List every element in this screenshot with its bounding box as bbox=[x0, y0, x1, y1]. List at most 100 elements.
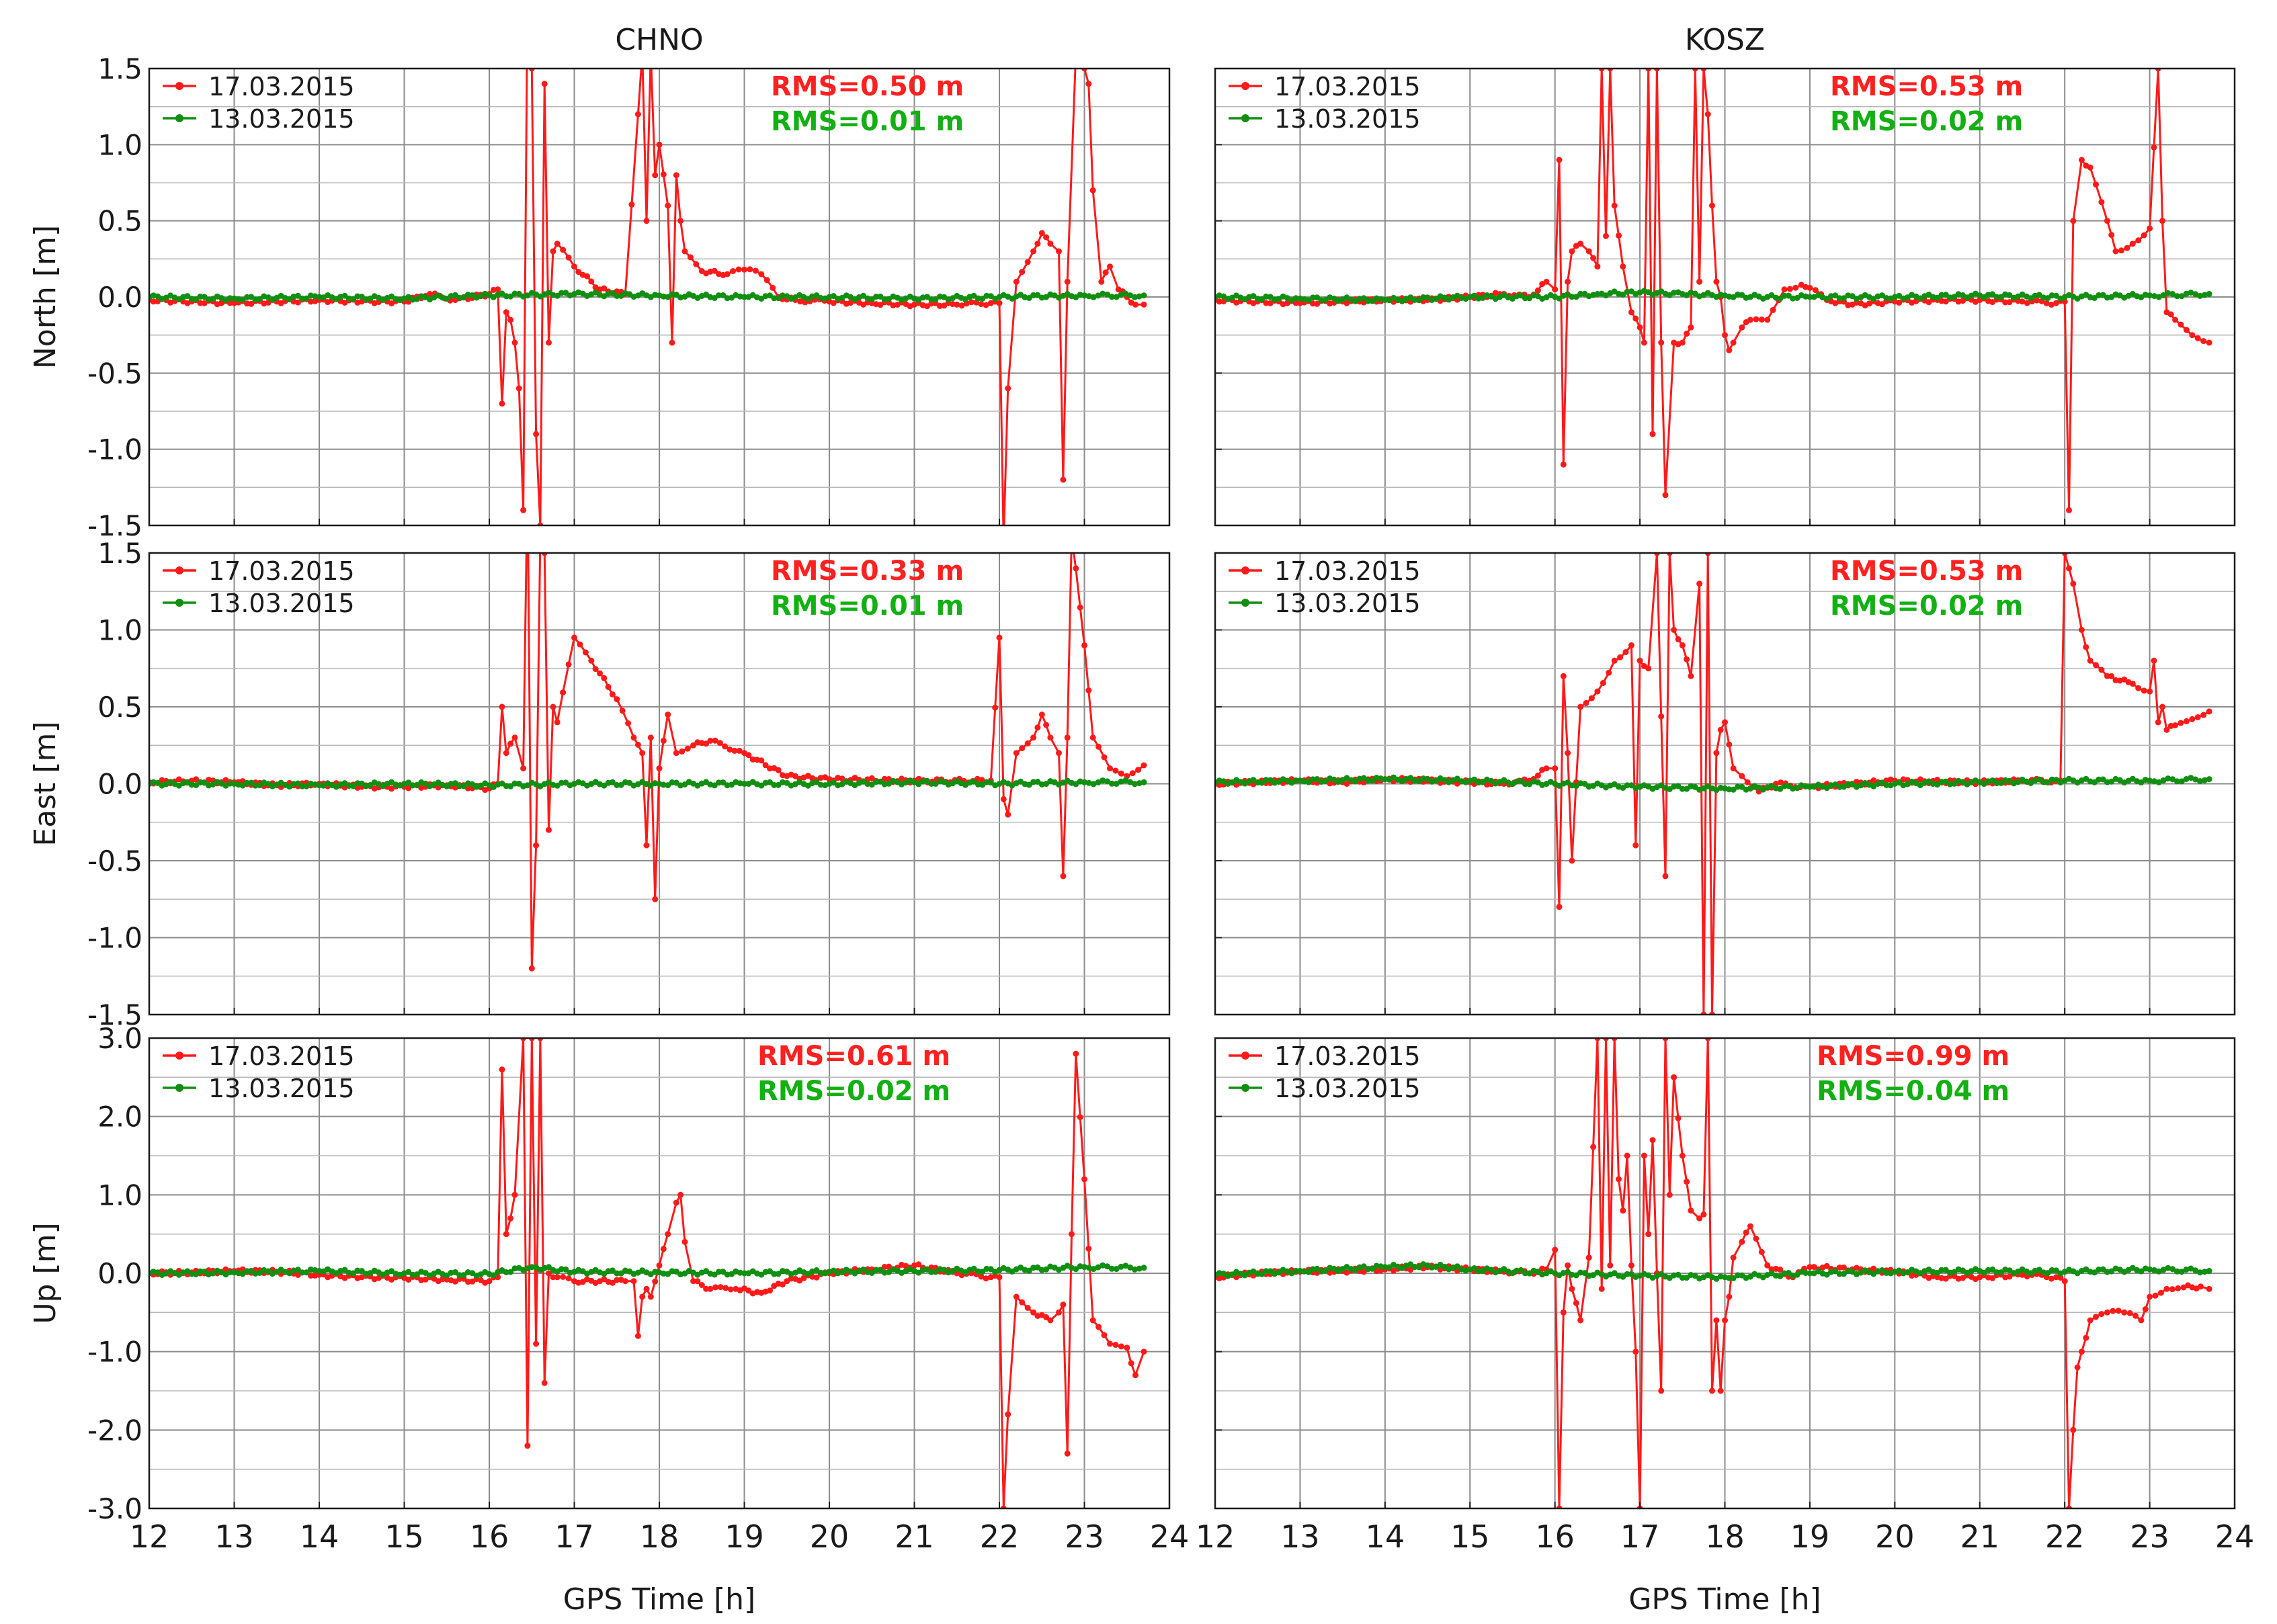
panel-chno-east-series-0-point bbox=[758, 757, 765, 764]
panel-chno-up-series-0-point bbox=[779, 1281, 786, 1288]
panel-kosz-up-series-0-point bbox=[1624, 1152, 1630, 1159]
panel-chno-east-series-1-point bbox=[1122, 777, 1129, 783]
panel-chno-east-series-1-point bbox=[1090, 781, 1097, 787]
panel-chno-east-rms-label-1: RMS=0.01 m bbox=[771, 591, 964, 622]
panel-kosz-up-series-0-point bbox=[1688, 1207, 1694, 1214]
panel-kosz-east-series-1-point bbox=[1807, 783, 1813, 790]
panel-chno-east-plot-area bbox=[149, 553, 1147, 972]
panel-kosz-north-series-0-point bbox=[1560, 461, 1567, 468]
panel-chno-north-series-0-point bbox=[520, 507, 527, 513]
panel-chno-north-series-0-point bbox=[1107, 263, 1113, 270]
panel-chno-up-legend-label-0: 17.03.2015 bbox=[208, 1041, 355, 1071]
y-tick-label: -2.0 bbox=[87, 1414, 142, 1447]
panel-chno-east-series-1-point bbox=[1127, 779, 1134, 785]
x-tick-label: 24 bbox=[1150, 1519, 1190, 1555]
panel-kosz-east-series-1-point bbox=[1424, 775, 1431, 782]
panel-chno-north-series-0-point bbox=[533, 431, 540, 437]
panel-chno-up-series-1-point bbox=[720, 1269, 727, 1275]
panel-chno-east-series-1-point bbox=[244, 779, 250, 786]
panel-kosz-up-legend-marker-1 bbox=[1241, 1084, 1249, 1092]
panel-kosz-up-series-0-point bbox=[2093, 1314, 2099, 1320]
panel-kosz-up-series-1-point bbox=[2096, 1267, 2102, 1273]
panel-kosz-east-series-0-point bbox=[1675, 636, 1682, 642]
panel-chno-up-series-1-point bbox=[1108, 1265, 1115, 1272]
panel-kosz-up-series-0-point bbox=[2133, 1312, 2139, 1319]
x-tick-label: 17 bbox=[554, 1519, 594, 1555]
panel-kosz-up-series-0-point bbox=[2061, 1278, 2068, 1285]
panel-chno-north-series-0-point bbox=[554, 241, 561, 247]
panel-chno-east-series-0-point bbox=[736, 747, 743, 754]
panel-kosz-up-legend-marker-0 bbox=[1241, 1052, 1249, 1060]
panel-chno-up-series-1-point bbox=[1118, 1263, 1124, 1270]
panel-chno-up-series-0-point bbox=[609, 1279, 616, 1286]
panel-kosz-north-series-0-point bbox=[2108, 232, 2115, 239]
panel-kosz-north-series-1-point bbox=[2165, 290, 2171, 296]
panel-kosz-north-series-1-point bbox=[1263, 293, 1270, 300]
panel-kosz-east-series-0-point bbox=[1577, 703, 1584, 710]
panel-kosz-east-series-1-point bbox=[1730, 786, 1737, 793]
panel-chno-up-series-0-point bbox=[486, 1278, 493, 1285]
panel-kosz-north-series-1-point bbox=[1832, 292, 1839, 299]
x-tick-label: 21 bbox=[895, 1519, 934, 1555]
panel-kosz-north-series-1-point bbox=[2151, 293, 2157, 300]
panel-chno-east-series-0-point bbox=[1095, 743, 1102, 750]
panel-kosz-up-series-0-point bbox=[1739, 1238, 1745, 1245]
panel-chno-north-series-0-point bbox=[1060, 476, 1067, 483]
panel-chno-east-series-0-point bbox=[639, 750, 646, 757]
panel-kosz-north-rms-label-1: RMS=0.02 m bbox=[1830, 106, 2023, 137]
panel-kosz-north-legend-label-1: 13.03.2015 bbox=[1274, 104, 1421, 134]
panel-chno-north-series-0-point bbox=[687, 254, 694, 261]
panel-kosz-east-series-0-point bbox=[1679, 642, 1686, 648]
panel-kosz-east-series-0-point bbox=[2159, 703, 2165, 710]
panel-kosz-up-series-0-point bbox=[2121, 1309, 2128, 1316]
panel-chno-up-series-1-point bbox=[1100, 1262, 1106, 1269]
panel-kosz-east-series-1-point bbox=[2169, 776, 2176, 783]
panel-chno-up-series-0-point bbox=[1047, 1317, 1054, 1324]
panel-chno-east-series-0-point bbox=[1112, 767, 1119, 774]
panel-kosz-north-series-0-point bbox=[1786, 286, 1793, 292]
panel-kosz-up-series-1-point bbox=[1832, 1268, 1839, 1275]
panel-chno-north-series-0-point bbox=[711, 267, 718, 274]
panel-chno-north-series-1-point bbox=[741, 294, 747, 300]
panel-chno-up-series-0-point bbox=[511, 1191, 518, 1198]
panel-kosz-up-series-0-point bbox=[1671, 1074, 1678, 1080]
panel-kosz-east-series-0-point bbox=[2078, 627, 2085, 633]
panel-kosz-up-series-1-point bbox=[1679, 1275, 1686, 1281]
panel-kosz-up-series-1-point bbox=[1581, 1270, 1588, 1277]
panel-kosz-north-series-1-point bbox=[2192, 291, 2199, 298]
panel-chno-north-series-0-point bbox=[958, 302, 965, 309]
x-tick-label: 13 bbox=[1280, 1519, 1320, 1555]
panel-chno-north-series-0-point bbox=[770, 284, 776, 291]
x-tick-label: 22 bbox=[2045, 1519, 2085, 1555]
panel-kosz-up-series-0-point bbox=[1620, 1207, 1626, 1214]
panel-chno-up-series-1-point bbox=[609, 1267, 616, 1274]
panel-chno-up-series-0-point bbox=[694, 1278, 701, 1285]
panel-kosz-east-series-1-point bbox=[1624, 782, 1630, 789]
column-title-chno: CHNO bbox=[615, 23, 703, 57]
panel-chno-east-series-0-point bbox=[716, 740, 723, 746]
panel-chno-up-series-0-point bbox=[1056, 1309, 1062, 1316]
panel-kosz-east-series-1-point bbox=[1841, 783, 1847, 790]
panel-kosz-up-series-1-point bbox=[2201, 1269, 2208, 1275]
panel-chno-east-series-0-point bbox=[630, 734, 637, 741]
panel-kosz-north-series-1-point bbox=[2160, 292, 2167, 298]
panel-chno-up-series-0-point bbox=[565, 1275, 572, 1282]
x-tick-label: 23 bbox=[2130, 1519, 2169, 1555]
panel-chno-east-series-0-point bbox=[992, 704, 999, 711]
panel-chno-up-series-1-point bbox=[987, 1266, 994, 1273]
panel-chno-up-series-0-point bbox=[767, 1287, 773, 1294]
panel-kosz-north-series-0-point bbox=[2034, 297, 2040, 304]
panel-kosz-up-series-1-point bbox=[1322, 1267, 1329, 1274]
panel-kosz-north-series-0-point bbox=[2087, 164, 2094, 171]
panel-chno-east-series-0-point bbox=[193, 776, 200, 783]
panel-kosz-up-series-1-point bbox=[2147, 1266, 2153, 1273]
panel-kosz-east-series-0-point bbox=[2200, 712, 2207, 718]
panel-chno-north-series-1-point bbox=[1090, 294, 1097, 300]
panel-chno-east-series-0-point bbox=[665, 712, 671, 718]
panel-chno-north-series-1-point bbox=[460, 294, 467, 301]
panel-chno-up-series-0-point bbox=[507, 1215, 514, 1222]
panel-kosz-east-series-0-point bbox=[1534, 772, 1541, 779]
panel-kosz-east-series-0-point bbox=[1600, 680, 1606, 686]
panel-kosz-north-series-0-point bbox=[2118, 247, 2124, 254]
panel-kosz-up-series-1-point bbox=[2192, 1267, 2199, 1274]
